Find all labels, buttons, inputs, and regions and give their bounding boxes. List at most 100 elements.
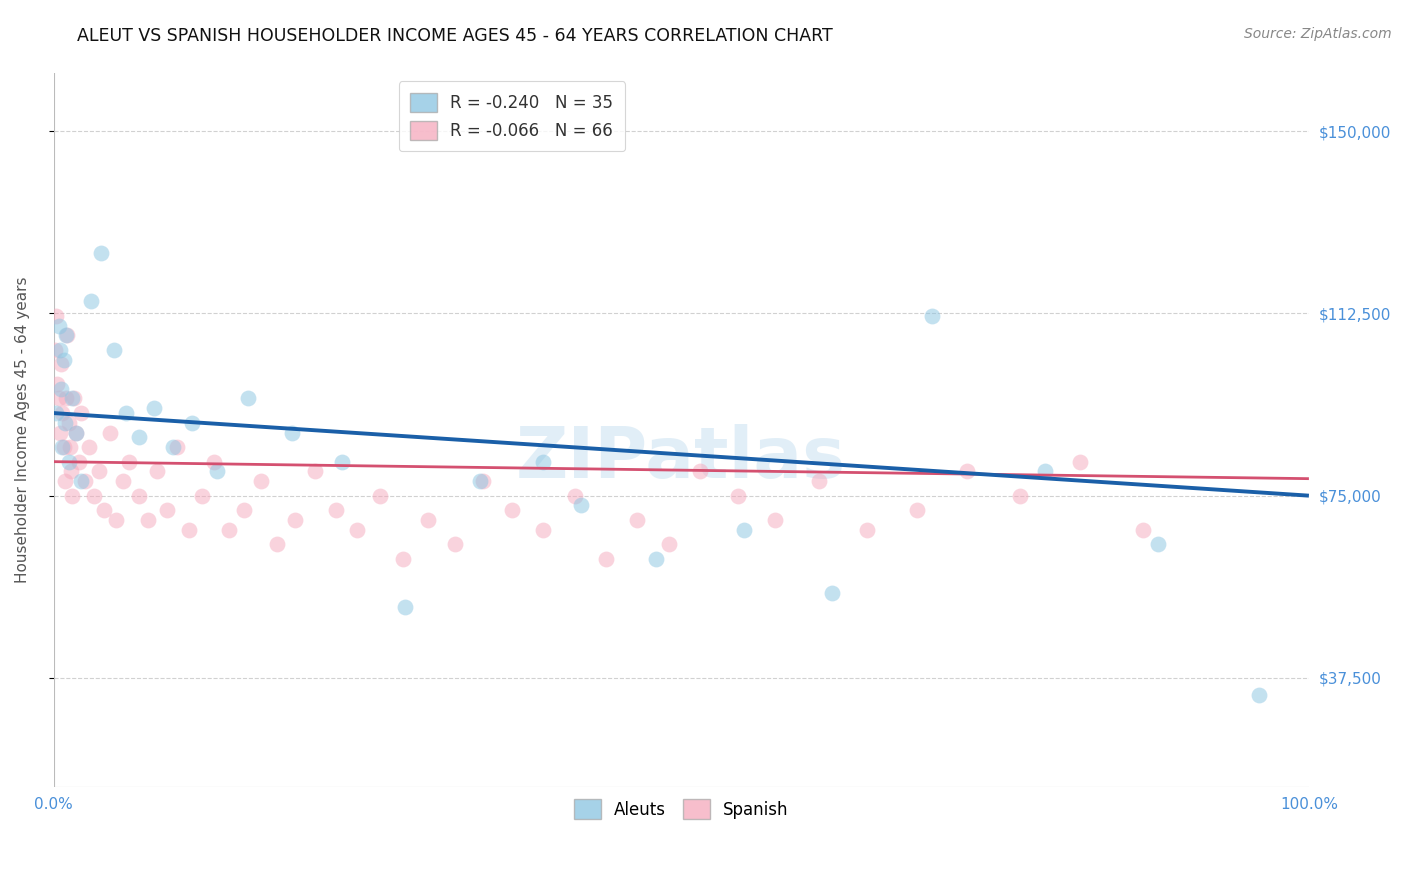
Point	[115, 406, 138, 420]
Point	[143, 401, 166, 416]
Point	[391, 551, 413, 566]
Point	[62, 489, 84, 503]
Point	[1247, 688, 1270, 702]
Point	[821, 586, 844, 600]
Point	[763, 513, 786, 527]
Point	[856, 523, 879, 537]
Point	[218, 523, 240, 537]
Point	[368, 489, 391, 503]
Point	[921, 309, 943, 323]
Point	[62, 392, 84, 406]
Point	[67, 455, 90, 469]
Point	[569, 499, 592, 513]
Point	[205, 464, 228, 478]
Point	[905, 503, 928, 517]
Point	[145, 464, 167, 478]
Point	[90, 245, 112, 260]
Point	[73, 474, 96, 488]
Point	[1132, 523, 1154, 537]
Point	[49, 343, 72, 357]
Text: ALEUT VS SPANISH HOUSEHOLDER INCOME AGES 45 - 64 YEARS CORRELATION CHART: ALEUT VS SPANISH HOUSEHOLDER INCOME AGES…	[77, 27, 834, 45]
Point	[330, 455, 353, 469]
Point	[55, 328, 77, 343]
Point	[1033, 464, 1056, 478]
Point	[83, 489, 105, 503]
Point	[166, 440, 188, 454]
Point	[325, 503, 347, 517]
Point	[44, 343, 66, 357]
Point	[55, 392, 77, 406]
Point	[501, 503, 523, 517]
Point	[93, 503, 115, 517]
Point	[53, 416, 76, 430]
Point	[249, 474, 271, 488]
Point	[62, 392, 84, 406]
Point	[658, 537, 681, 551]
Point	[87, 464, 110, 478]
Point	[49, 358, 72, 372]
Point	[471, 474, 494, 488]
Point	[179, 523, 201, 537]
Point	[531, 523, 554, 537]
Point	[233, 503, 256, 517]
Point	[190, 489, 212, 503]
Point	[202, 455, 225, 469]
Point	[689, 464, 711, 478]
Point	[733, 523, 755, 537]
Point	[49, 382, 72, 396]
Point	[48, 392, 70, 406]
Point	[595, 551, 617, 566]
Point	[1069, 455, 1091, 469]
Y-axis label: Householder Income Ages 45 - 64 years: Householder Income Ages 45 - 64 years	[15, 277, 30, 583]
Point	[128, 489, 150, 503]
Point	[56, 328, 79, 343]
Point	[65, 425, 87, 440]
Text: Source: ZipAtlas.com: Source: ZipAtlas.com	[1244, 27, 1392, 41]
Point	[48, 318, 70, 333]
Point	[281, 425, 304, 440]
Point	[238, 392, 260, 406]
Point	[284, 513, 307, 527]
Point	[111, 474, 134, 488]
Point	[98, 425, 121, 440]
Point	[53, 474, 76, 488]
Point	[727, 489, 749, 503]
Point	[59, 440, 82, 454]
Point	[46, 376, 69, 391]
Point	[51, 440, 73, 454]
Legend: Aleuts, Spanish: Aleuts, Spanish	[568, 793, 794, 825]
Point	[645, 551, 668, 566]
Point	[51, 406, 73, 420]
Point	[808, 474, 831, 488]
Point	[49, 425, 72, 440]
Point	[394, 600, 416, 615]
Point	[956, 464, 979, 478]
Point	[671, 805, 693, 819]
Point	[58, 416, 80, 430]
Point	[155, 503, 177, 517]
Point	[128, 430, 150, 444]
Point	[416, 513, 439, 527]
Point	[1147, 537, 1170, 551]
Point	[77, 440, 100, 454]
Point	[105, 513, 128, 527]
Point	[346, 523, 368, 537]
Point	[80, 294, 103, 309]
Point	[52, 440, 75, 454]
Point	[470, 474, 492, 488]
Point	[103, 343, 125, 357]
Point	[70, 406, 93, 420]
Point	[1010, 489, 1032, 503]
Point	[52, 352, 75, 367]
Point	[45, 406, 67, 420]
Point	[118, 455, 141, 469]
Point	[180, 416, 202, 430]
Point	[626, 513, 648, 527]
Point	[531, 455, 554, 469]
Point	[45, 309, 67, 323]
Point	[266, 537, 288, 551]
Point	[65, 425, 87, 440]
Point	[444, 537, 467, 551]
Point	[70, 474, 93, 488]
Point	[136, 513, 159, 527]
